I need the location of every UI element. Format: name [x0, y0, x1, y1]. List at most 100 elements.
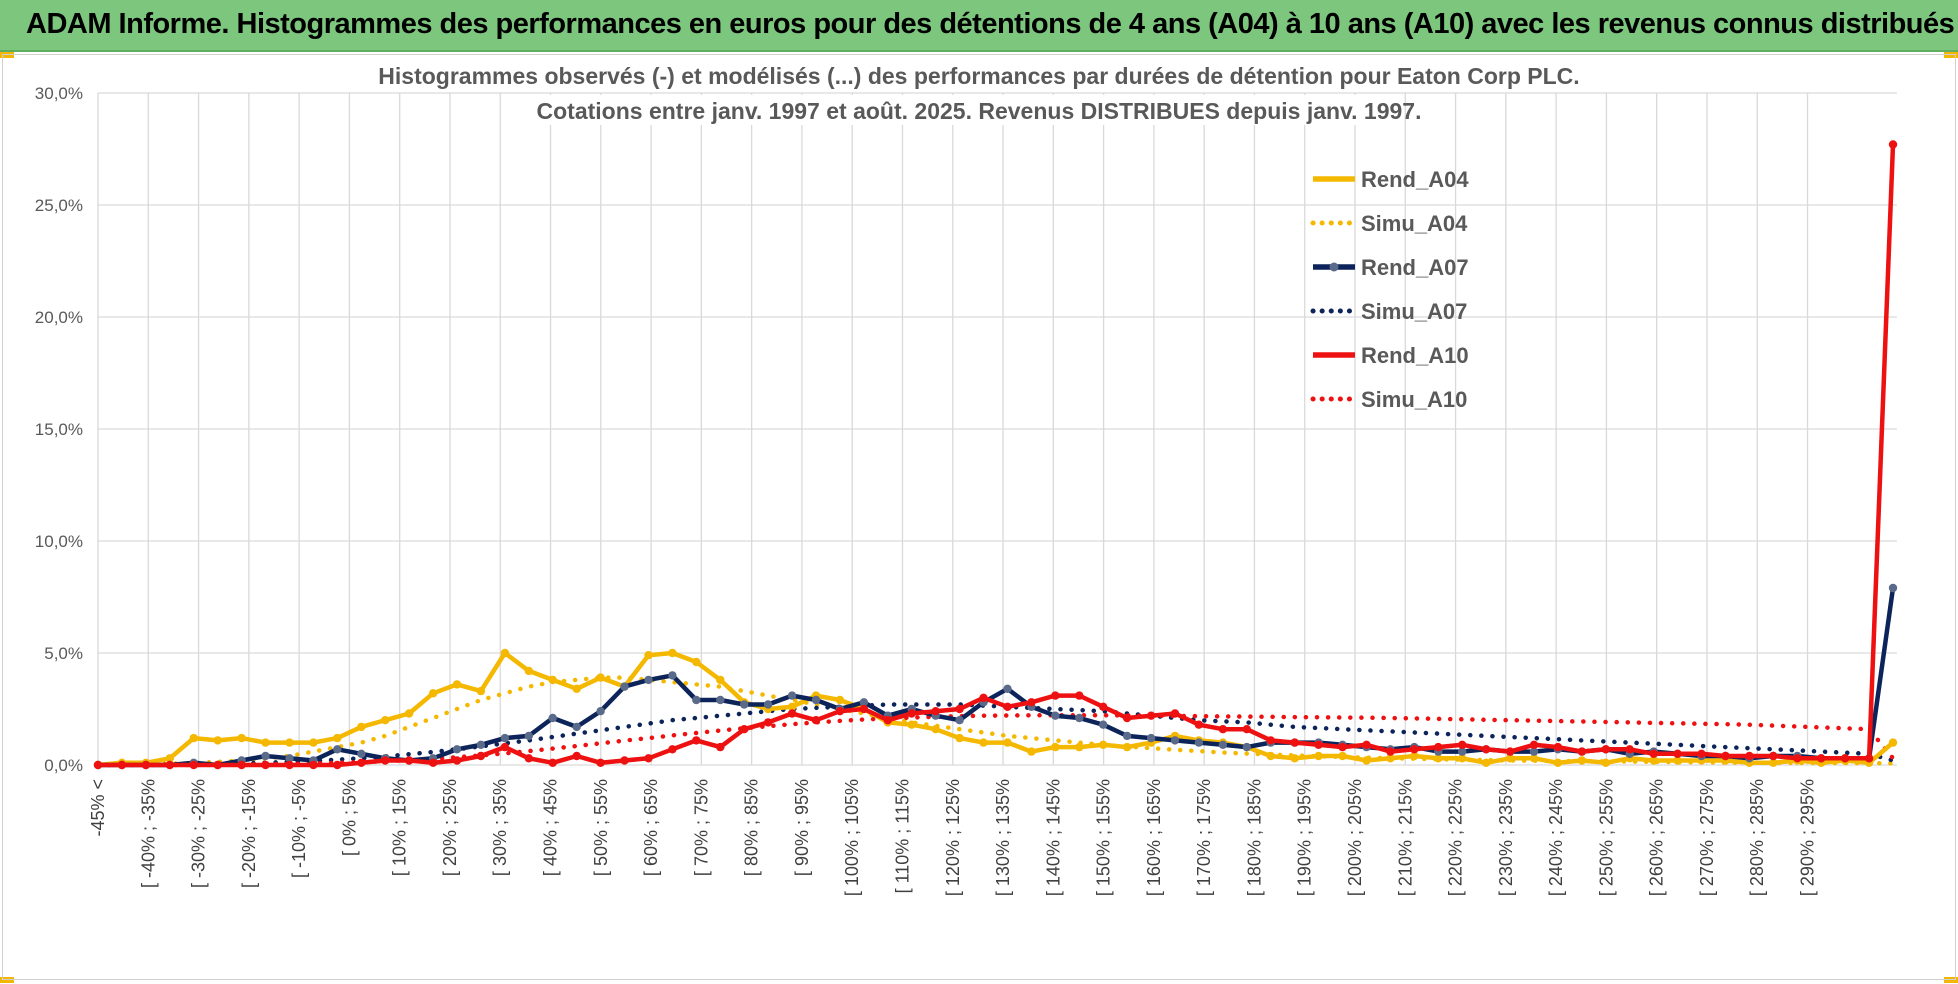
data-point-rend_a07	[955, 716, 964, 725]
legend-label-rend_a07: Rend_A07	[1361, 255, 1469, 280]
data-point-rend_a04	[1122, 742, 1132, 752]
data-point-rend_a07	[261, 751, 270, 761]
data-point-rend_a07	[285, 754, 294, 763]
x-tick-label: [ -30% ; -25%	[189, 779, 209, 888]
x-tick-label: [ 20% ; 25%	[440, 779, 460, 876]
data-point-rend_a10	[1697, 749, 1706, 758]
data-point-rend_a10	[644, 754, 653, 763]
data-point-rend_a10	[1673, 749, 1682, 758]
x-tick-label: [ 120% ; 125%	[943, 779, 963, 896]
report-banner: ADAM Informe. Histogrammes des performan…	[0, 0, 1958, 52]
data-point-rend_a04	[1338, 751, 1347, 761]
x-tick-label: [ 110% ; 115%	[892, 779, 912, 893]
data-point-rend_a04	[1888, 738, 1898, 747]
series-line-simu_a07	[95, 702, 1896, 768]
x-tick-label: [ 50% ; 55%	[591, 779, 611, 876]
data-point-rend_a04	[979, 738, 988, 747]
data-point-rend_a10	[763, 718, 773, 727]
data-point-rend_a10	[1625, 745, 1634, 754]
x-tick-label: [ 210% ; 215%	[1395, 779, 1415, 896]
data-point-rend_a04	[357, 722, 366, 732]
data-point-rend_a07	[1242, 742, 1252, 752]
data-point-rend_a10	[1577, 747, 1587, 756]
corner-mark-top-left	[0, 52, 14, 58]
x-tick-label: [ 290% ; 295%	[1798, 779, 1818, 896]
data-point-rend_a10	[309, 760, 318, 770]
data-point-rend_a04	[1099, 740, 1108, 749]
y-axis-tick-labels: 0,0% 5,0% 10,0% 15,0% 20,0% 25,0% 30,0%	[35, 84, 83, 775]
data-point-rend_a10	[692, 736, 701, 745]
x-tick-label: [ 30% ; 35%	[490, 779, 510, 876]
data-point-rend_a10	[285, 760, 294, 770]
data-point-rend_a04	[644, 651, 653, 660]
data-point-rend_a07	[1170, 736, 1180, 745]
data-point-rend_a04	[333, 733, 342, 743]
data-point-rend_a04	[596, 673, 605, 682]
data-point-rend_a04	[428, 689, 438, 698]
x-tick-label: [ 230% ; 235%	[1496, 779, 1516, 896]
chart-title-background	[408, 59, 1551, 125]
data-point-rend_a10	[716, 742, 725, 752]
data-point-rend_a04	[1434, 754, 1443, 763]
data-point-rend_a04	[1649, 756, 1658, 765]
data-point-rend_a10	[811, 716, 821, 725]
data-point-rend_a10	[261, 760, 270, 770]
data-point-rend_a07	[1075, 713, 1084, 723]
y-tick-label: 0,0%	[44, 756, 83, 775]
data-point-rend_a07	[596, 707, 605, 716]
data-point-rend_a04	[931, 725, 940, 734]
x-tick-label: [ 280% ; 285%	[1747, 779, 1767, 896]
data-point-rend_a10	[931, 707, 940, 716]
data-point-rend_a04	[524, 666, 533, 676]
x-tick-label: [ -40% ; -35%	[138, 779, 158, 888]
data-point-rend_a10	[1481, 745, 1491, 754]
x-tick-label: [ 190% ; 195%	[1295, 779, 1315, 896]
series-line-rend_a10	[98, 144, 1896, 768]
data-point-rend_a10	[1601, 745, 1611, 754]
data-point-rend_a10	[237, 760, 246, 770]
y-tick-label: 5,0%	[44, 644, 83, 663]
data-point-rend_a10	[1027, 698, 1036, 707]
x-tick-label: [ 100% ; 105%	[842, 779, 862, 896]
series-line-rend_a04	[97, 650, 1895, 768]
data-point-rend_a07	[763, 700, 773, 709]
data-point-rend_a10	[428, 758, 438, 767]
data-point-rend_a10	[1218, 725, 1228, 734]
data-point-rend_a07	[668, 671, 677, 680]
data-point-rend_a10	[1338, 742, 1347, 752]
data-point-rend_a07	[692, 695, 701, 705]
y-tick-label: 25,0%	[35, 196, 83, 215]
data-point-rend_a04	[261, 738, 270, 747]
data-point-rend_a04	[500, 648, 510, 658]
data-point-rend_a10	[835, 707, 845, 716]
data-point-rend_a07	[1099, 720, 1108, 729]
data-point-rend_a04	[692, 657, 701, 667]
data-point-rend_a04	[1458, 754, 1467, 763]
data-point-rend_a07	[1529, 747, 1539, 756]
data-point-rend_a10	[1099, 702, 1108, 711]
data-point-rend_a10	[165, 760, 174, 770]
data-point-rend_a10	[859, 704, 869, 714]
data-point-rend_a07	[620, 682, 629, 691]
data-point-rend_a07	[572, 722, 581, 732]
data-point-rend_a04	[1769, 758, 1778, 767]
data-point-rend_a04	[572, 684, 581, 693]
data-point-rend_a10	[357, 758, 366, 767]
data-point-rend_a04	[548, 675, 557, 685]
data-point-rend_a04	[1410, 751, 1419, 761]
x-tick-label: [ 60% ; 65%	[641, 779, 661, 876]
data-point-rend_a10	[524, 754, 533, 763]
x-tick-label: [ 140% ; 145%	[1043, 779, 1063, 896]
data-point-rend_a07	[524, 731, 533, 741]
data-point-rend_a10	[1170, 709, 1180, 718]
data-point-rend_a04	[1601, 758, 1611, 767]
data-point-rend_a07	[548, 713, 557, 723]
data-point-rend_a04	[835, 695, 845, 705]
data-point-rend_a07	[740, 700, 749, 709]
data-point-rend_a10	[93, 760, 103, 770]
x-tick-label: [ 90% ; 95%	[792, 779, 812, 876]
data-point-rend_a10	[500, 742, 510, 752]
data-point-rend_a10	[1434, 742, 1443, 752]
data-point-rend_a07	[1888, 583, 1898, 593]
legend-label-simu_a04: Simu_A04	[1361, 211, 1468, 236]
